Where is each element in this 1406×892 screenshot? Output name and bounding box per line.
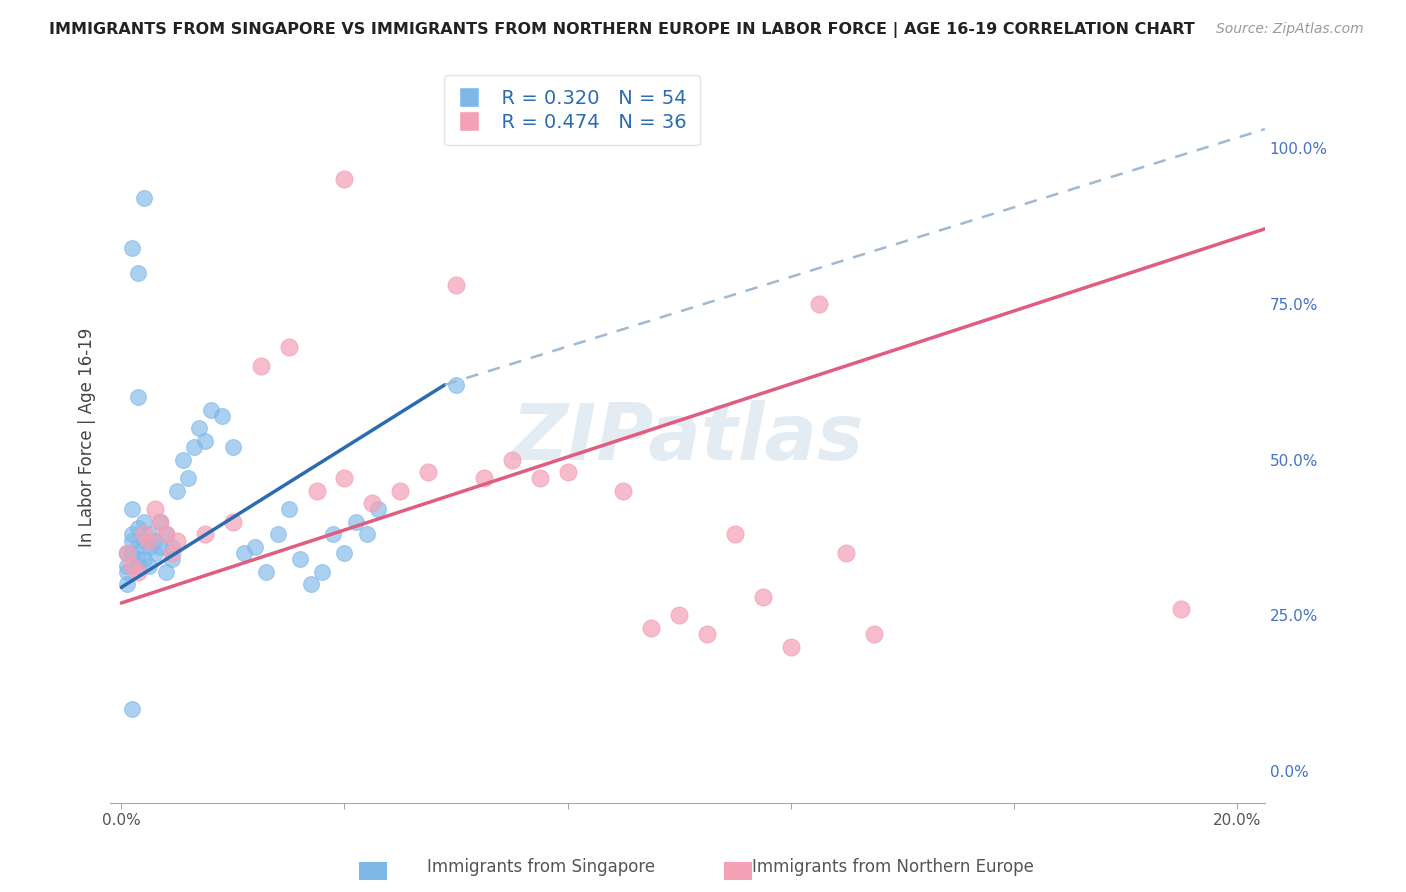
Point xyxy=(149,515,172,529)
Point xyxy=(194,527,217,541)
Point xyxy=(149,515,172,529)
Point xyxy=(138,540,160,554)
Point xyxy=(254,565,277,579)
Point xyxy=(501,452,523,467)
Point xyxy=(305,483,328,498)
Point xyxy=(245,540,267,554)
Point xyxy=(807,296,830,310)
Point xyxy=(127,565,149,579)
Point xyxy=(311,565,333,579)
Point xyxy=(322,527,344,541)
Point xyxy=(222,440,245,454)
Point xyxy=(149,540,172,554)
Legend:   R = 0.320   N = 54,   R = 0.474   N = 36: R = 0.320 N = 54, R = 0.474 N = 36 xyxy=(444,76,700,145)
Point xyxy=(115,546,138,560)
Point xyxy=(155,527,177,541)
Point xyxy=(529,471,551,485)
Point xyxy=(132,552,155,566)
Point xyxy=(361,496,384,510)
Point xyxy=(138,558,160,573)
Point xyxy=(211,409,233,423)
Point xyxy=(127,521,149,535)
Point xyxy=(143,502,166,516)
Point xyxy=(557,465,579,479)
Point xyxy=(132,533,155,548)
Point xyxy=(127,540,149,554)
Point xyxy=(115,577,138,591)
Point xyxy=(200,402,222,417)
Point xyxy=(132,527,155,541)
Point xyxy=(779,640,801,654)
Point xyxy=(333,471,356,485)
Point xyxy=(121,702,143,716)
Point xyxy=(194,434,217,448)
Text: Immigrants from Northern Europe: Immigrants from Northern Europe xyxy=(752,858,1033,876)
Point xyxy=(138,533,160,548)
Text: ZIPatlas: ZIPatlas xyxy=(512,400,863,475)
Point xyxy=(249,359,271,373)
Point xyxy=(121,502,143,516)
Point xyxy=(333,546,356,560)
Point xyxy=(155,527,177,541)
Point xyxy=(166,533,188,548)
Text: IMMIGRANTS FROM SINGAPORE VS IMMIGRANTS FROM NORTHERN EUROPE IN LABOR FORCE | AG: IMMIGRANTS FROM SINGAPORE VS IMMIGRANTS … xyxy=(49,22,1195,38)
Point xyxy=(696,627,718,641)
Point xyxy=(266,527,288,541)
Point xyxy=(115,565,138,579)
Point xyxy=(640,621,662,635)
Point xyxy=(188,421,211,435)
Point xyxy=(444,277,467,292)
Point xyxy=(143,533,166,548)
Point xyxy=(752,590,775,604)
Point xyxy=(277,502,299,516)
Point xyxy=(277,340,299,354)
Point xyxy=(177,471,200,485)
Text: Source: ZipAtlas.com: Source: ZipAtlas.com xyxy=(1216,22,1364,37)
Point xyxy=(389,483,412,498)
Point xyxy=(121,533,143,548)
Point xyxy=(132,515,155,529)
Point xyxy=(668,608,690,623)
Point xyxy=(299,577,322,591)
Point xyxy=(344,515,367,529)
Point xyxy=(835,546,858,560)
Point xyxy=(416,465,439,479)
Point xyxy=(121,241,143,255)
Point xyxy=(143,546,166,560)
Point xyxy=(160,540,183,554)
Point xyxy=(155,565,177,579)
Point xyxy=(121,527,143,541)
Point xyxy=(444,377,467,392)
Point xyxy=(127,390,149,404)
Point xyxy=(333,172,356,186)
Point xyxy=(160,552,183,566)
Point xyxy=(183,440,205,454)
Point xyxy=(127,266,149,280)
Point xyxy=(472,471,495,485)
Point xyxy=(288,552,311,566)
Point xyxy=(367,502,389,516)
Point xyxy=(115,558,138,573)
Point xyxy=(121,558,143,573)
Point xyxy=(138,527,160,541)
Point xyxy=(1170,602,1192,616)
Point xyxy=(132,191,155,205)
Y-axis label: In Labor Force | Age 16-19: In Labor Force | Age 16-19 xyxy=(79,328,96,548)
Point xyxy=(356,527,378,541)
Point xyxy=(160,546,183,560)
Point xyxy=(127,558,149,573)
Point xyxy=(222,515,245,529)
Point xyxy=(166,483,188,498)
Point xyxy=(863,627,886,641)
Point xyxy=(121,546,143,560)
Point xyxy=(233,546,256,560)
Point xyxy=(172,452,194,467)
Text: Immigrants from Singapore: Immigrants from Singapore xyxy=(427,858,655,876)
Point xyxy=(127,552,149,566)
Point xyxy=(724,527,747,541)
Point xyxy=(115,546,138,560)
Point xyxy=(612,483,634,498)
